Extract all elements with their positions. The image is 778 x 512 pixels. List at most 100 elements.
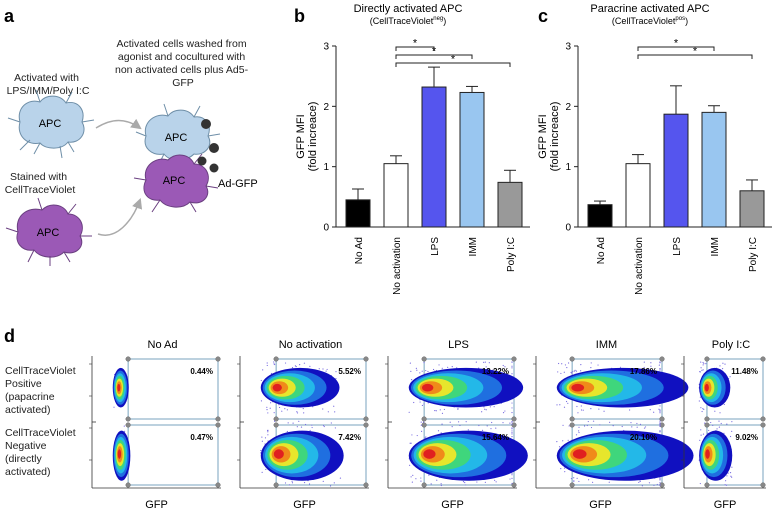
event-dot [583, 425, 586, 427]
coculture-line-4: GFP [172, 77, 194, 89]
event-dot [511, 477, 513, 479]
event-dot [511, 427, 513, 429]
event-dot [578, 431, 580, 434]
event-dot [699, 439, 701, 441]
event-dot [485, 366, 487, 368]
event-dot [425, 436, 427, 438]
density-contour [272, 383, 282, 392]
panel-label-c: c [538, 6, 548, 26]
event-dot [264, 437, 267, 439]
event-dot [659, 361, 661, 363]
gate-percent-bottom: 15.64% [482, 433, 509, 442]
event-dot [564, 364, 567, 366]
event-dot [659, 420, 661, 422]
event-dot [568, 425, 570, 427]
event-dot [457, 421, 460, 423]
event-dot [408, 411, 410, 413]
arrow-activated-to-coculture [95, 118, 142, 130]
event-dot [590, 362, 592, 364]
row-label-negative-line-3: (directly [5, 453, 43, 465]
event-dot [573, 477, 575, 479]
event-dot [421, 370, 423, 372]
event-dot [423, 403, 425, 405]
event-dot [556, 404, 558, 406]
gate-handle [273, 422, 279, 428]
column-title: No activation [279, 339, 343, 351]
x-axis-label: GFP [145, 499, 168, 511]
event-dot [495, 481, 497, 483]
gate-percent-bottom: 0.47% [190, 433, 213, 442]
event-dot [440, 483, 442, 485]
event-dot [322, 480, 324, 482]
event-dot [484, 481, 486, 483]
event-dot [416, 369, 418, 371]
event-dot [563, 406, 566, 408]
event-dot [703, 363, 705, 365]
event-dot [499, 368, 501, 370]
event-dot [334, 427, 336, 429]
event-dot [729, 435, 732, 438]
event-dot [284, 362, 287, 364]
gate-handle [421, 482, 427, 488]
event-dot [573, 480, 575, 482]
event-dot [416, 434, 418, 437]
bar [421, 86, 447, 228]
event-dot [619, 366, 622, 368]
event-dot [443, 408, 445, 411]
event-dot [441, 412, 444, 414]
event-dot [592, 420, 595, 422]
apc-label-coculture-activated: APC [165, 132, 188, 144]
panel-d: d CellTraceViolet Positive (papacrine ac… [4, 326, 766, 511]
event-dot [270, 402, 272, 404]
event-dot [410, 476, 412, 478]
event-dot [559, 404, 561, 406]
event-dot [720, 422, 722, 425]
event-dot [509, 422, 511, 424]
gate-handle [215, 356, 221, 362]
gate-handle [511, 422, 517, 428]
gate-handle [363, 356, 369, 362]
event-dot [327, 411, 329, 413]
event-dot [286, 409, 288, 411]
density-contour [117, 449, 122, 459]
significance-bracket [637, 54, 753, 59]
density-contour [572, 449, 587, 459]
event-dot [309, 429, 311, 432]
significance-star: * [432, 46, 437, 58]
gate-handle [125, 422, 131, 428]
activation-line-2: LPS/IMM/Poly I:C [7, 85, 90, 97]
gate-percent-top: 17.86% [630, 367, 657, 376]
event-dot [123, 425, 125, 427]
event-dot [502, 422, 504, 424]
x-axis-label: GFP [589, 499, 612, 511]
event-dot [718, 426, 720, 428]
event-dot [699, 371, 701, 373]
event-dot [487, 368, 489, 370]
event-dot [721, 367, 724, 370]
gate-handle [421, 416, 427, 422]
chart-title: Directly activated APC [354, 3, 463, 15]
event-dot [511, 373, 513, 375]
event-dot [578, 426, 580, 428]
event-dot [659, 423, 661, 425]
event-dot [558, 446, 561, 448]
gate-handle [659, 416, 665, 422]
event-dot [698, 400, 700, 402]
event-dot [412, 474, 414, 476]
chart-subtitle-main: (CellTraceViolet [612, 16, 676, 26]
event-dot [440, 484, 442, 487]
chart-direct: Directly activated APC(CellTraceVioletne… [295, 3, 530, 295]
event-dot [576, 405, 578, 408]
event-dot [447, 366, 449, 368]
event-dot [703, 408, 705, 410]
event-dot [302, 407, 304, 410]
gate-handle [273, 416, 279, 422]
virus-particle [201, 119, 211, 129]
event-dot [641, 485, 643, 487]
event-dot [410, 379, 413, 381]
event-dot [636, 422, 638, 425]
event-dot [659, 369, 661, 371]
panel-a: a Activated cells washed from agonist an… [4, 6, 258, 266]
panel-b: b Directly activated APC(CellTraceViolet… [294, 3, 530, 295]
event-dot [659, 412, 661, 414]
